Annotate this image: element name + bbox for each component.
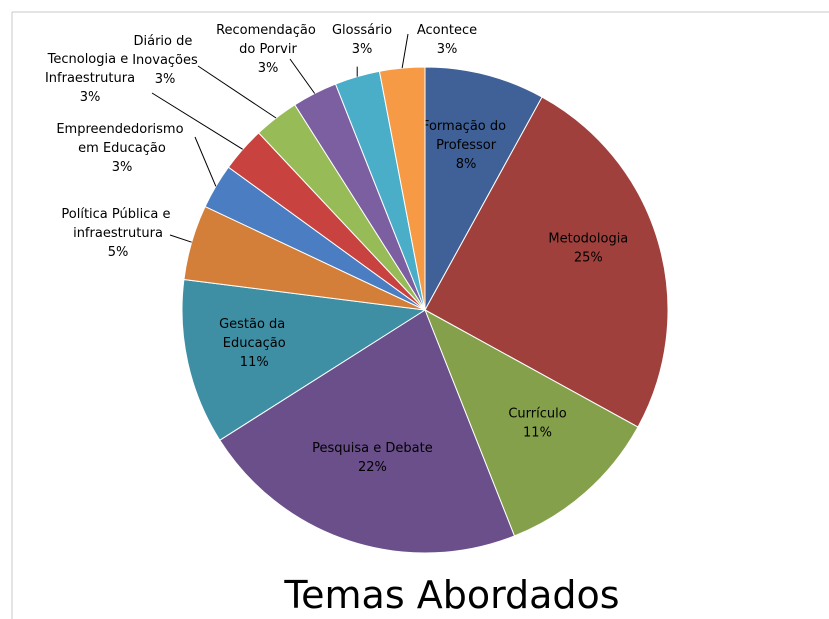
- slice-value-label: 11%: [240, 355, 269, 370]
- slice-label: Acontece: [417, 23, 477, 38]
- leader-line: [151, 92, 243, 150]
- pie-slice: [181, 278, 427, 441]
- slice-value-label: 5%: [108, 245, 129, 260]
- slice-value-label: 3%: [112, 160, 133, 175]
- slice-value-label: 3%: [80, 90, 101, 105]
- slice-label: Formação do Professor: [422, 119, 510, 153]
- leader-line: [197, 65, 277, 119]
- slice-value-label: 3%: [155, 72, 176, 87]
- slice-value-label: 25%: [574, 251, 603, 266]
- slice-value-label: 11%: [523, 426, 552, 441]
- leader-line: [194, 136, 217, 187]
- slice-value-label: 8%: [456, 157, 477, 172]
- slice-label: Política Pública e infraestrutura: [61, 207, 174, 241]
- chart-title: Temas Abordados: [283, 573, 619, 617]
- slice-label: Gestão da Educação: [219, 317, 289, 351]
- leader-line: [401, 33, 409, 69]
- slice-label: Currículo: [508, 407, 566, 422]
- pie-slice: [424, 66, 543, 311]
- pie-slice: [424, 96, 669, 428]
- slice-label: Recomendação do Porvir: [216, 23, 320, 57]
- slice-label: Glossário: [332, 23, 392, 38]
- leader-line: [289, 58, 316, 94]
- pie-slice: [378, 66, 426, 311]
- slice-label: Pesquisa e Debate: [312, 441, 433, 456]
- slice-value-label: 22%: [358, 460, 387, 475]
- slice-value-label: 3%: [437, 42, 458, 57]
- pie-slice: [424, 308, 639, 537]
- leader-line: [169, 234, 192, 243]
- slice-value-label: 3%: [352, 42, 373, 57]
- slice-label: Empreendedorismo em Educação: [56, 122, 187, 156]
- slice-label: Tecnologia e Infraestrutura: [45, 52, 135, 86]
- pie-slice: [219, 309, 516, 554]
- slice-label: Metodologia: [548, 232, 628, 247]
- slice-label: Diário de Inovações: [132, 34, 198, 68]
- slice-value-label: 3%: [258, 61, 279, 76]
